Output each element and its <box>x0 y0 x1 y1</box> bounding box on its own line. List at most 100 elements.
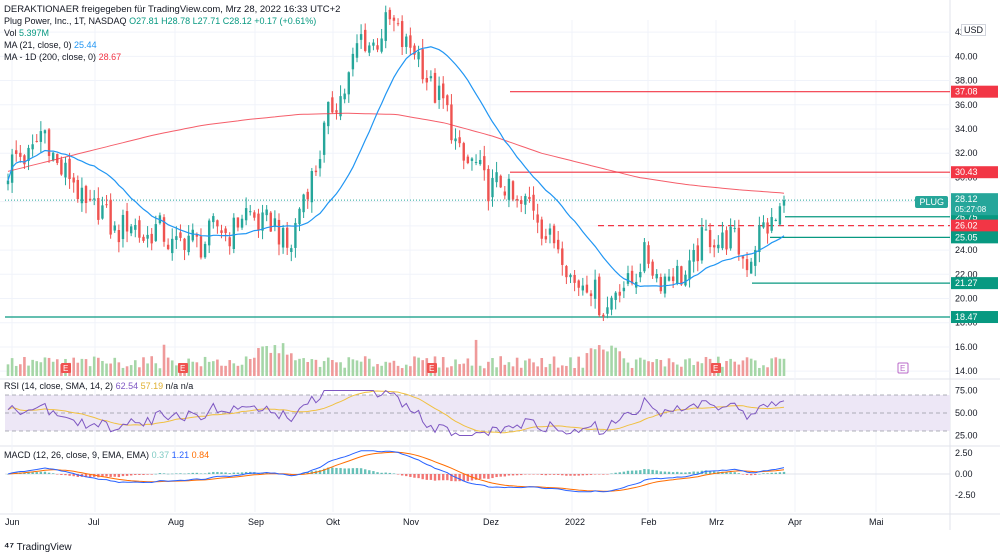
rsi-sma-value: 57.19 <box>140 381 164 391</box>
volume-bar <box>618 351 622 376</box>
volume-bar <box>692 365 695 376</box>
macd-histogram-bar <box>552 474 556 475</box>
candle-body <box>733 228 736 230</box>
volume-bar <box>470 365 474 376</box>
macd-histogram-bar <box>606 474 609 475</box>
volume-bar <box>113 357 117 376</box>
macd-histogram-bar <box>56 474 59 475</box>
level-label-text: 37.08 <box>955 87 978 97</box>
candle-body <box>27 147 30 161</box>
macd-histogram-bar <box>129 474 133 476</box>
macd-histogram-bar <box>565 474 568 476</box>
candle-body <box>540 219 543 239</box>
candle-body <box>573 274 576 283</box>
candle-body <box>183 238 186 251</box>
volume-bar <box>47 357 51 376</box>
candle-body <box>80 187 84 204</box>
macd-histogram-bar <box>528 474 531 475</box>
volume-bar <box>117 362 121 376</box>
candle-body <box>84 186 88 204</box>
candle-body <box>749 261 753 274</box>
earnings-marker-future: E <box>897 362 909 374</box>
macd-histogram-bar <box>113 474 116 477</box>
rsi-sma-line <box>7 390 785 434</box>
volume-bar <box>129 365 133 376</box>
price-tick-label: 22.00 <box>955 269 978 279</box>
volume-bar <box>351 359 355 376</box>
macd-histogram-bar <box>232 472 236 474</box>
rsi-legend: RSI (14, close, SMA, 14, 2) 62.54 57.19 … <box>4 381 193 391</box>
macd-histogram-bar <box>659 471 663 474</box>
earnings-marker-label: E <box>429 364 434 373</box>
volume-bar <box>170 360 174 376</box>
candle-body <box>663 276 667 294</box>
macd-histogram-bar <box>27 472 30 474</box>
macd-histogram-bar <box>138 474 141 475</box>
macd-histogram-bar <box>634 470 638 474</box>
candle-body <box>487 168 490 202</box>
candle-body <box>717 244 720 249</box>
macd-histogram-bar <box>236 472 240 474</box>
price-tick-label: 38.00 <box>955 76 978 86</box>
macd-histogram-bar <box>511 474 515 476</box>
earnings-marker-box <box>178 363 188 373</box>
volume-bar <box>158 368 162 376</box>
level-label-30.43: 30.43 <box>951 166 998 179</box>
last-price-value: 28.12 <box>955 194 978 204</box>
volume-bar <box>762 365 765 376</box>
macd-histogram-bar <box>663 471 667 474</box>
symbol-name: Plug Power, Inc., 1T, NASDAQ <box>4 16 127 26</box>
candle-body <box>581 285 585 291</box>
candle-body <box>60 159 63 175</box>
volume-bar <box>700 363 704 376</box>
volume-bar <box>97 357 100 376</box>
macd-histogram-bar <box>158 473 162 474</box>
price-tick-label: 14.00 <box>955 366 978 376</box>
countdown-value: 05:27:08 <box>955 205 987 214</box>
candle-body <box>602 314 605 317</box>
ma200-line <box>7 112 785 194</box>
volume-bar <box>84 359 88 376</box>
volume-bar <box>55 359 59 376</box>
volume-bar <box>478 365 482 376</box>
candle-body <box>425 77 428 83</box>
macd-histogram-bar <box>643 469 646 474</box>
candle-body <box>285 227 289 248</box>
candle-body <box>470 158 474 161</box>
macd-histogram-bar <box>766 473 769 474</box>
candle-body <box>298 208 301 225</box>
level-label-box <box>951 166 998 179</box>
candle-body <box>216 220 219 227</box>
macd-histogram-bar <box>692 471 695 474</box>
volume-bar <box>347 357 351 376</box>
volume-bar <box>175 365 178 376</box>
candle-body <box>261 212 264 231</box>
macd-histogram-bar <box>60 474 63 475</box>
candle-body <box>318 159 322 169</box>
volume-bar <box>39 362 43 376</box>
volume-bar <box>10 358 14 376</box>
candle-body <box>72 177 75 183</box>
volume-bar <box>708 358 712 376</box>
volume-bar <box>400 368 404 376</box>
candle-body <box>606 307 609 314</box>
volume-bar <box>745 357 749 376</box>
volume-bar <box>630 367 634 376</box>
volume-bar <box>441 357 445 376</box>
rsi-line <box>7 389 785 437</box>
candle-body <box>97 198 100 220</box>
ohlc-high: H28.78 <box>161 16 191 26</box>
macd-histogram-bar <box>72 474 75 477</box>
ma200-value: 28.67 <box>98 52 122 62</box>
candle-body <box>577 280 580 288</box>
ma21-line <box>7 46 785 288</box>
macd-histogram-bar <box>347 468 350 474</box>
macd-histogram-bar <box>442 474 445 481</box>
macd-histogram-bar <box>778 472 782 474</box>
macd-histogram-bar <box>413 474 416 478</box>
macd-histogram-bar <box>770 472 773 474</box>
macd-histogram-bar <box>101 474 104 477</box>
candle-body <box>31 144 34 150</box>
candle-body <box>478 159 482 165</box>
